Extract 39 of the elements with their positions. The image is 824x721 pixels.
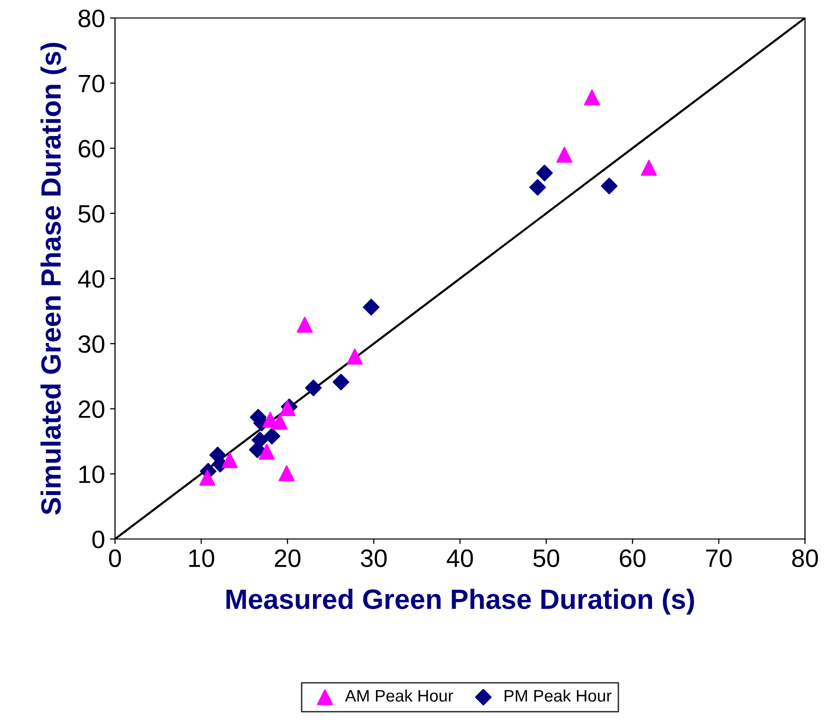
point (278, 465, 295, 482)
point (258, 444, 275, 460)
x-tick-label: 40 (446, 549, 473, 568)
y-tick-label: 10 (79, 465, 104, 484)
x-axis-title: Measured Green Phase Duration (s) (226, 588, 694, 615)
point (346, 348, 363, 365)
x-tick-label: 60 (620, 549, 646, 568)
y-tick-label: 0 (92, 530, 104, 548)
y-tick-label: 30 (78, 335, 104, 353)
point (305, 380, 322, 396)
point (529, 179, 546, 196)
x-tick-label: 10 (189, 549, 214, 568)
legend-label: AM Peak Hour (344, 689, 454, 702)
x-tick-label: 30 (360, 549, 387, 568)
point (536, 164, 553, 182)
point (222, 452, 238, 468)
point (332, 374, 350, 390)
point (272, 414, 288, 430)
point (264, 428, 280, 444)
x-tick-label: 20 (274, 549, 300, 568)
y-tick-label: 40 (78, 270, 104, 288)
point (640, 160, 657, 176)
x-tick-label: 80 (792, 549, 818, 568)
y-tick-label: 60 (78, 140, 104, 158)
y-axis-title: Simulated Green Phase Duration (s) (40, 42, 66, 515)
x-tick-label: 0 (109, 549, 121, 568)
point (296, 316, 313, 333)
point (600, 178, 618, 194)
y-tick-label: 50 (78, 204, 104, 223)
point (362, 298, 380, 316)
legend-label: PM Peak Hour (504, 689, 612, 702)
x-tick-label: 70 (706, 549, 732, 568)
y-tick-label: 80 (78, 10, 104, 28)
point (584, 89, 600, 106)
y-tick-label: 20 (78, 400, 104, 418)
x-tick-label: 50 (533, 549, 560, 568)
point (556, 146, 572, 163)
y-tick-label: 70 (78, 74, 104, 92)
point (199, 470, 216, 486)
